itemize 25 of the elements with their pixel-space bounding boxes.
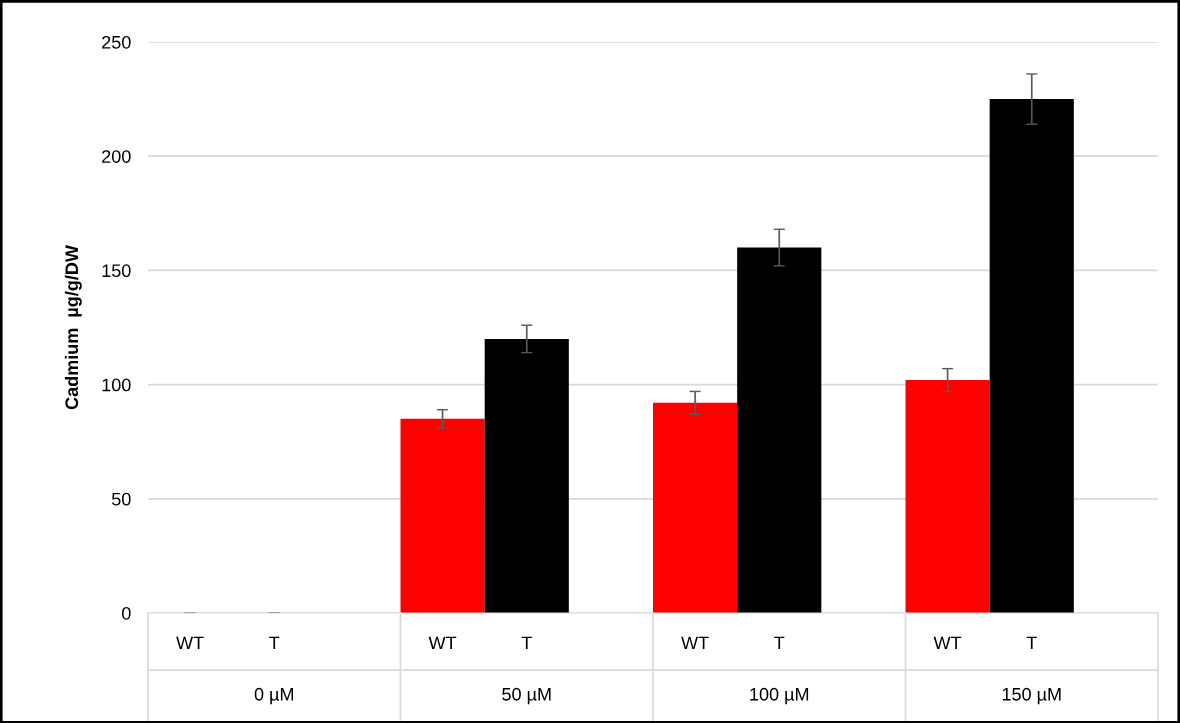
- y-tick-label: 250: [102, 35, 131, 49]
- text: T: [1026, 636, 1037, 650]
- text: T: [774, 636, 785, 650]
- bar: [400, 418, 485, 613]
- y-axis-title: Cadmium µg/g/DW: [64, 245, 82, 410]
- text: WT: [176, 636, 204, 650]
- y-tick-label: 200: [102, 150, 131, 163]
- series-label: WT: [428, 636, 457, 650]
- text: WT: [681, 636, 709, 650]
- text: WT: [933, 636, 962, 650]
- bar: [989, 99, 1074, 613]
- x-tick-label: 150 µM: [1002, 687, 1061, 705]
- bar: [484, 338, 569, 613]
- series-label: T: [521, 636, 532, 650]
- x-tick-label: 50 µM: [502, 687, 551, 705]
- y-tick-label: 100: [102, 378, 131, 392]
- bar: [737, 247, 822, 613]
- bar: [653, 402, 738, 613]
- y-tick-label: 0: [122, 606, 131, 620]
- x-tick-label: 100 µM: [750, 687, 809, 705]
- y-tick-label: 50: [111, 492, 131, 506]
- text: T: [269, 636, 280, 650]
- y-tick-label: 150: [102, 264, 131, 278]
- x-tick-label: 0 µM: [254, 687, 294, 705]
- bar: [905, 380, 990, 613]
